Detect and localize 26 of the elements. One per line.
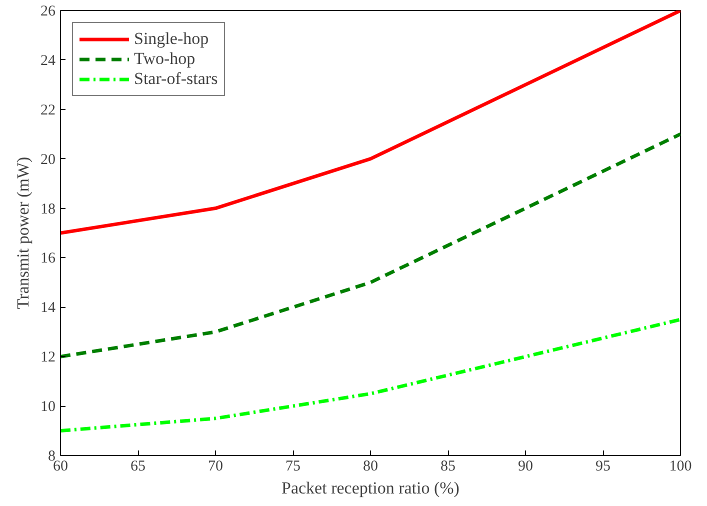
y-tick-label: 24 [40, 52, 56, 69]
y-tick-label: 10 [40, 399, 56, 416]
line-series [60, 10, 680, 235]
x-tick-label: 100 [669, 458, 692, 474]
legend-label: Star-of-stars [134, 69, 218, 89]
y-tick-label: 20 [40, 152, 56, 168]
x-tick-label: 70 [208, 458, 223, 474]
x-tick-label: 65 [130, 458, 146, 474]
line-series [60, 318, 680, 433]
x-tick-label: 60 [53, 458, 68, 474]
x-tick-label: 90 [518, 458, 533, 474]
y-tick-label: 26 [40, 4, 56, 20]
x-tick-label: 75 [286, 458, 300, 474]
legend-label: Single-hop [134, 29, 209, 49]
y-tick-label: 16 [40, 250, 56, 267]
x-tick-label: 80 [363, 458, 378, 474]
y-tick-label: 22 [40, 102, 56, 118]
line-series [60, 132, 680, 358]
x-axis-title: Packet reception ratio (%) [282, 478, 460, 498]
y-axis-title: Transmit power (mW) [14, 156, 32, 310]
x-tick-label: 85 [440, 458, 456, 474]
x-tick-label: 95 [596, 458, 610, 474]
y-tick-label: 18 [40, 201, 56, 218]
y-tick-label: 14 [40, 300, 56, 316]
legend-label: Two-hop [134, 49, 196, 69]
y-tick-label: 12 [40, 350, 56, 366]
